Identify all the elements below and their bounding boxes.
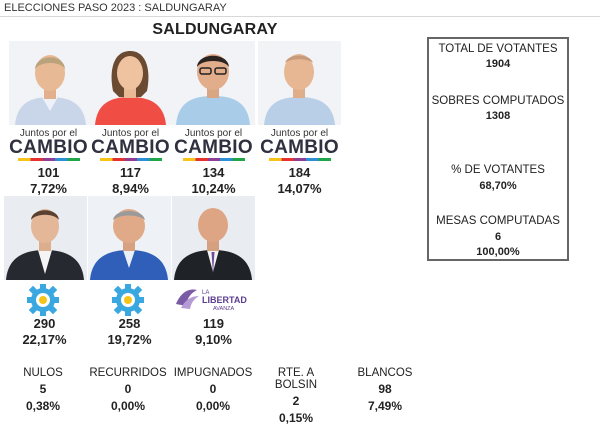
town-title: SALDUNGARAY [152,21,278,38]
party-line2: CAMBIO [91,137,170,158]
candidate-percent: 22,17% [22,332,67,347]
candidate-photo [89,41,172,125]
candidate-votes: 101 [37,165,60,180]
summary-recurridos: RECURRIDOS 0 0,00% [88,367,168,413]
candidate-percent: 9,10% [195,332,232,347]
summary-value: 2 [292,394,300,408]
candidate-percent: 10,24% [191,181,236,196]
summary-value: 0 [124,382,132,396]
party-color-stripe [17,158,80,161]
party-line1: Juntos por el [270,128,329,139]
juntos-por-el-cambio-logo: Juntos por el CAMBIO [89,127,172,161]
summary-label: RTE. A BOLSIN [274,367,318,391]
up-gear-logo [27,284,59,316]
header-title: ELECCIONES PASO 2023 : SALDUNGARAY [4,2,227,14]
summary-percent: 0,00% [195,399,231,413]
party-line2: LIBERTAD [202,295,247,305]
candidate-photo [172,196,255,280]
summary-label: RECURRIDOS [89,367,167,379]
candidate-votes: 184 [288,165,311,180]
summary-percent: 7,49% [367,399,403,413]
stat-value: 1904 [485,58,511,70]
summary-nulos: NULOS 5 0,38% [3,367,83,413]
candidate-votes: 117 [120,165,141,180]
candidate-percent: 8,94% [112,181,149,196]
stat-percent: 100,00% [476,246,520,258]
summary-rte-a-bolsin: RTE. A BOLSIN 2 0,15% [256,367,336,425]
juntos-por-el-cambio-logo: Juntos por el CAMBIO [7,127,90,161]
party-line1: Juntos por el [184,128,243,139]
summary-value: 5 [39,382,47,396]
summary-value: 98 [378,382,392,396]
summary-percent: 0,15% [278,411,314,425]
party-color-stripe [182,158,245,161]
candidate-photo [4,196,87,280]
up-gear-logo [112,284,144,316]
stat-value: 1308 [485,110,511,122]
stat-value: 6 [494,231,502,243]
candidate-percent: 7,72% [30,181,67,196]
stat-label: % DE VOTANTES [451,164,545,176]
summary-value: 0 [209,382,217,396]
juntos-por-el-cambio-logo: Juntos por el CAMBIO [172,127,255,161]
party-line1: Juntos por el [19,128,78,139]
juntos-por-el-cambio-logo: Juntos por el CAMBIO [258,127,341,161]
summary-percent: 0,00% [110,399,146,413]
candidate-votes: 134 [202,165,225,180]
party-line1: Juntos por el [101,128,160,139]
party-color-stripe [99,158,162,161]
candidate-percent: 14,07% [277,181,322,196]
candidate-votes: 290 [33,316,56,331]
party-line1: LA [202,290,209,296]
candidate-photo [88,196,171,280]
candidate-photo [9,41,92,125]
party-line2: CAMBIO [260,137,339,158]
summary-blancos: BLANCOS 98 7,49% [345,367,425,413]
stat-label: TOTAL DE VOTANTES [438,43,558,55]
summary-label: NULOS [23,367,63,379]
candidate-photo [258,41,341,125]
summary-percent: 0,38% [25,399,61,413]
stat-label: MESAS COMPUTADAS [436,215,560,227]
party-line2: CAMBIO [9,137,88,158]
summary-label: IMPUGNADOS [173,367,253,379]
stat-label: SOBRES COMPUTADOS [431,95,565,107]
stats-box: TOTAL DE VOTANTES 1904 SOBRES COMPUTADOS… [427,37,569,261]
party-color-stripe [268,158,331,161]
candidate-votes: 119 [203,316,224,331]
candidate-votes: 258 [118,316,141,331]
candidate-percent: 19,72% [107,332,152,347]
stat-value: 68,70% [479,180,517,192]
summary-impugnados: IMPUGNADOS 0 0,00% [173,367,253,413]
candidate-photo [172,41,255,125]
la-libertad-avanza-logo: LA LIBERTAD AVANZA [176,289,247,312]
party-line3: AVANZA [213,306,235,312]
party-line2: CAMBIO [174,137,253,158]
summary-label: BLANCOS [357,367,413,379]
header-bar: ELECCIONES PASO 2023 : SALDUNGARAY [0,0,600,17]
